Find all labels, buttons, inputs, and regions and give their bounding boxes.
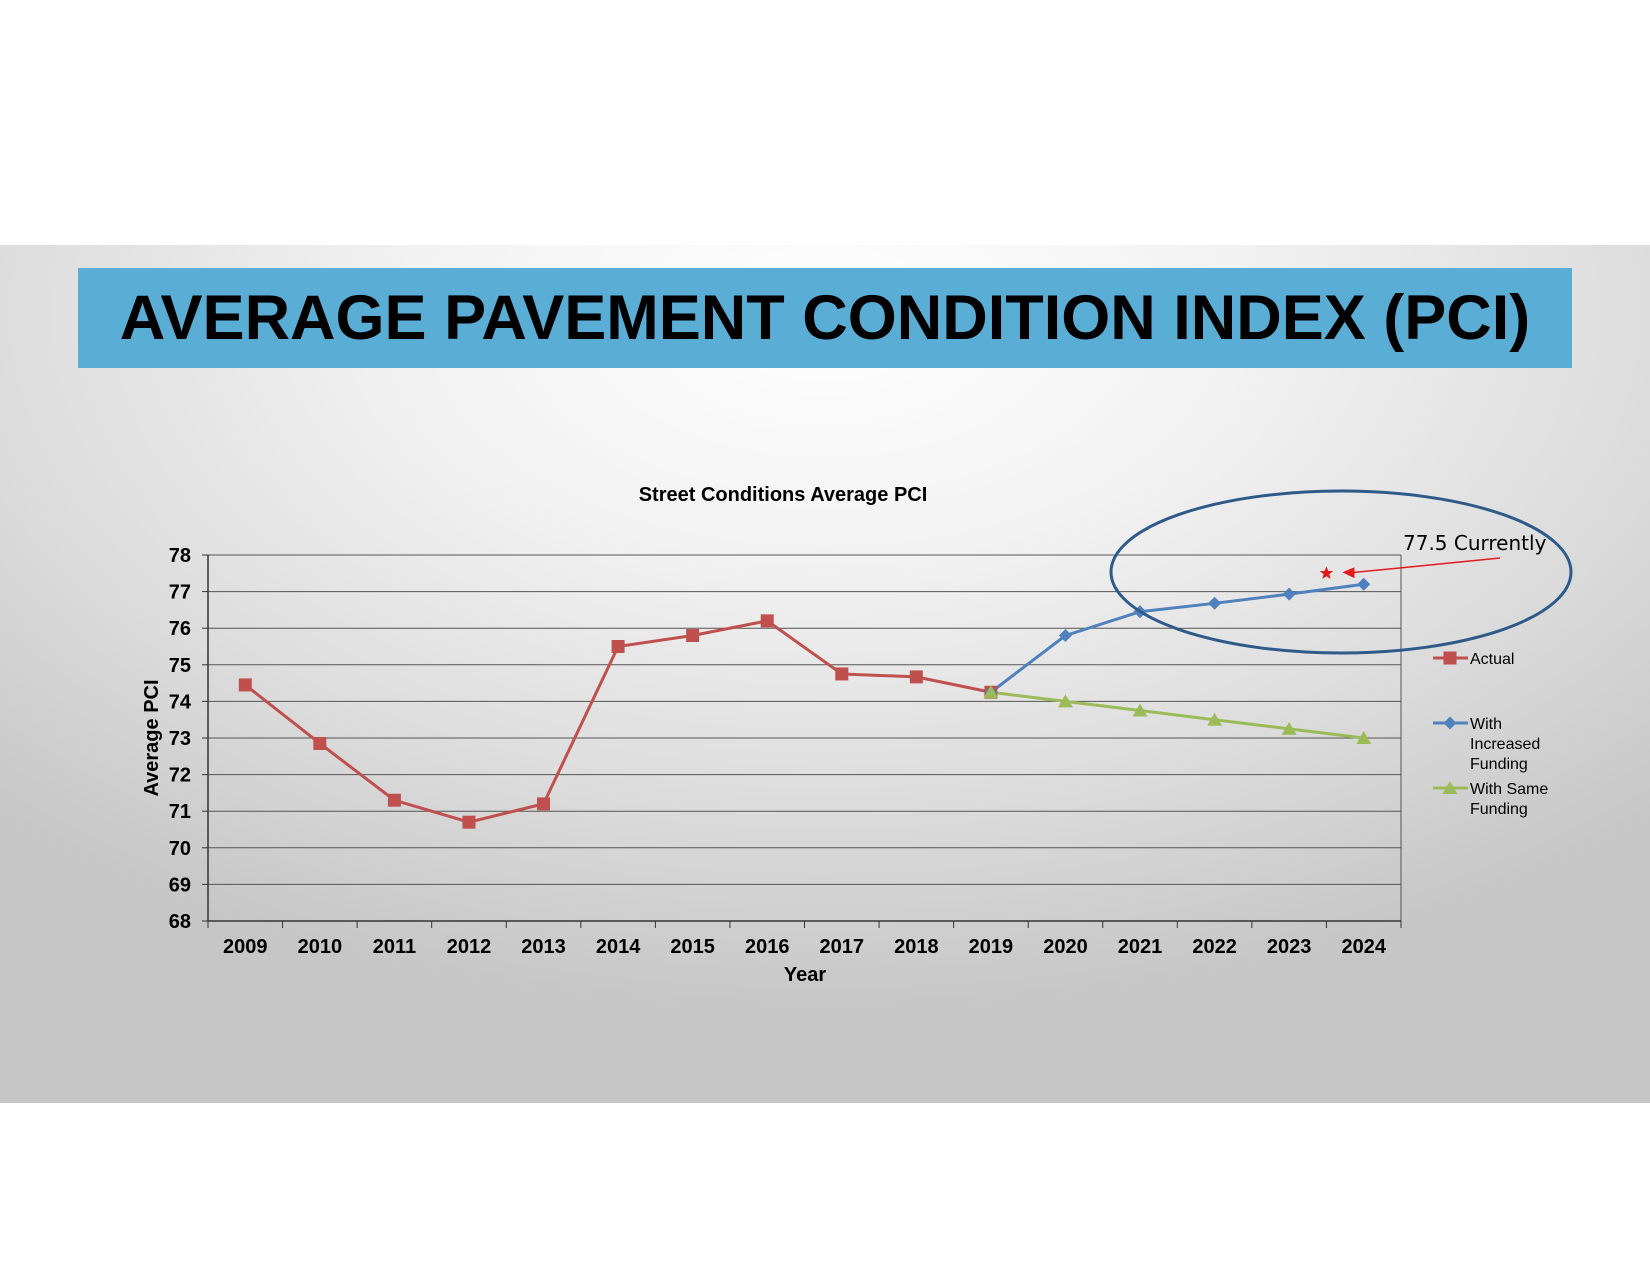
y-tick-label: 69	[169, 874, 191, 896]
data-point-actual	[909, 670, 923, 684]
y-tick-label: 68	[169, 911, 191, 933]
highlight-ellipse	[1109, 489, 1573, 655]
data-point-with-same-funding	[1281, 721, 1297, 735]
y-tick-label: 72	[169, 765, 191, 787]
data-point-with-same-funding	[1132, 703, 1148, 717]
x-tick-label: 2010	[298, 936, 343, 958]
series-line-with-increased-funding	[989, 582, 1364, 694]
x-tick-label: 2020	[1043, 936, 1088, 958]
data-point-actual	[313, 736, 327, 750]
data-point-actual	[462, 815, 476, 829]
legend-label: Funding	[1470, 756, 1528, 773]
x-tick-label: 2023	[1267, 936, 1312, 958]
data-point-actual	[835, 667, 849, 681]
annotation-text: 77.5 Currently	[1403, 531, 1547, 555]
series-line-with-same-funding	[990, 690, 1364, 740]
x-tick-label: 2021	[1118, 936, 1163, 958]
y-tick-label: 75	[169, 655, 191, 677]
x-tick-label: 2017	[820, 936, 865, 958]
data-point-with-same-funding	[1207, 712, 1223, 726]
y-tick-label: 73	[169, 728, 191, 750]
y-tick-label: 74	[169, 691, 192, 713]
x-tick-label: 2019	[969, 936, 1014, 958]
data-point-actual	[238, 678, 252, 692]
y-tick-label: 77	[169, 582, 191, 604]
y-tick-label: 78	[169, 545, 191, 567]
data-point-with-same-funding	[1057, 694, 1073, 708]
x-tick-label: 2024	[1341, 936, 1386, 958]
data-point-with-increased-funding	[1058, 629, 1072, 643]
y-tick-label: 71	[169, 801, 191, 823]
y-axis-title: Average PCI	[141, 679, 163, 796]
data-point-with-increased-funding	[1208, 596, 1222, 610]
legend-label: Actual	[1470, 651, 1514, 668]
chart-title: Street Conditions Average PCI	[639, 484, 928, 506]
y-tick-label: 70	[169, 838, 191, 860]
data-point-actual	[537, 797, 551, 811]
x-tick-label: 2022	[1192, 936, 1237, 958]
x-tick-label: 2016	[745, 936, 790, 958]
slide-title: AVERAGE PAVEMENT CONDITION INDEX (PCI)	[119, 283, 1531, 353]
data-point-with-increased-funding	[1357, 577, 1371, 591]
x-tick-label: 2012	[447, 936, 492, 958]
x-axis-title: Year	[784, 964, 826, 986]
x-tick-label: 2015	[670, 936, 715, 958]
title-banner: AVERAGE PAVEMENT CONDITION INDEX (PCI)	[78, 268, 1572, 368]
slide-background	[0, 245, 1650, 1103]
x-tick-label: 2013	[521, 936, 566, 958]
legend-marker	[1443, 716, 1457, 730]
x-tick-label: 2011	[373, 936, 416, 958]
annotation-arrowhead-icon	[1342, 567, 1355, 579]
data-point-with-same-funding	[983, 685, 999, 699]
data-point-actual	[760, 614, 774, 628]
legend-label: With Same	[1470, 781, 1548, 798]
current-pci-star-icon	[1319, 566, 1334, 579]
x-tick-label: 2018	[894, 936, 939, 958]
legend-label: With	[1470, 716, 1502, 733]
data-point-actual	[387, 793, 401, 807]
legend-marker	[1443, 651, 1457, 665]
data-point-actual	[686, 629, 700, 643]
legend-label: Funding	[1470, 801, 1528, 818]
x-tick-label: 2014	[596, 936, 641, 958]
legend-label: Increased	[1470, 736, 1540, 753]
legend-marker	[1442, 781, 1458, 794]
data-point-with-increased-funding	[1282, 587, 1296, 601]
data-point-with-same-funding	[1356, 731, 1372, 744]
x-tick-label: 2009	[223, 936, 268, 958]
data-point-actual	[611, 640, 625, 653]
annotation-arrow-line	[1350, 557, 1501, 574]
y-tick-label: 76	[169, 618, 191, 640]
